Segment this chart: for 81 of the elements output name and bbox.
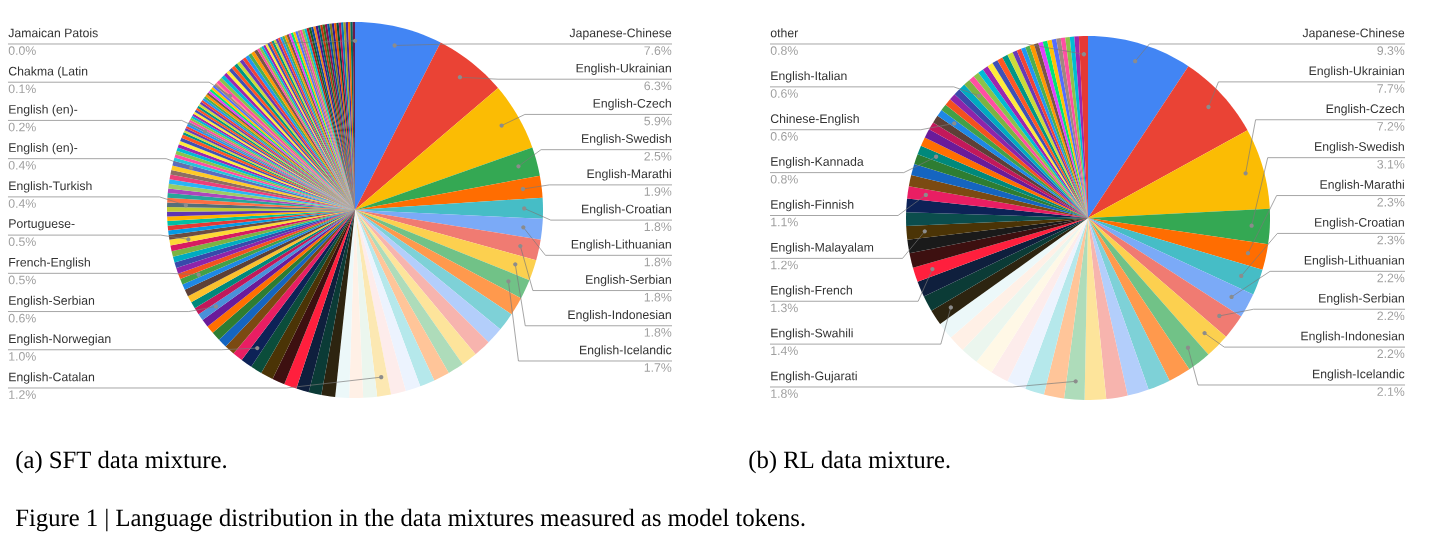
slice-label: English-Marathi — [587, 169, 671, 181]
slice-label: English-Finnish — [771, 199, 854, 212]
data-label: 1.2% — [771, 260, 798, 270]
slice-label: Japanese-Chinese — [569, 28, 672, 40]
slice-label: English-Gujarati — [771, 371, 857, 383]
slice-label: English-Czech — [593, 98, 671, 111]
data-label: 1.8% — [644, 257, 672, 267]
data-label: 1.8% — [644, 222, 672, 232]
data-label: 0.6% — [770, 132, 798, 141]
data-label: 1.2% — [9, 390, 36, 399]
data-label: 5.9% — [644, 116, 672, 126]
data-label: 1.8% — [771, 389, 798, 398]
slice-label: English-Indonesian — [568, 310, 671, 322]
slice-label: English-Serbian — [9, 295, 95, 308]
data-label: 0.8% — [770, 174, 798, 184]
slice-label: English-Norwegian — [9, 334, 111, 346]
data-label: 7.6% — [644, 46, 672, 55]
caption: Figure 1 | Language distribution in the data mixtures measured as model tokens. — [15, 508, 805, 532]
text: 0.0% — [8, 46, 36, 55]
data-label: 2.2% — [1377, 311, 1405, 321]
slice-label: English-Swedish — [582, 133, 671, 146]
data-label: 1.0% — [9, 352, 36, 361]
slice-label: Portuguese- — [9, 219, 75, 231]
slice-label: English-Lithuanian — [571, 239, 671, 252]
data-label: 1.4% — [771, 346, 798, 355]
data-label: 1.8% — [644, 328, 672, 337]
slice-label: English-Malayalam — [771, 242, 874, 255]
slice-label: English-Serbian — [1319, 293, 1404, 305]
data-label: 6.3% — [644, 81, 672, 91]
slice-label: Chakma (Latin — [8, 66, 88, 78]
slice-label: English-Ukrainian — [1309, 66, 1404, 78]
data-label: 7.7% — [1377, 84, 1405, 93]
data-label: 0.4% — [8, 199, 36, 208]
data-label: 0.8% — [770, 46, 798, 55]
text: (b) RL data mixture. — [749, 450, 950, 474]
slice-label: English-Italian — [771, 71, 847, 83]
data-label: 2.2% — [1377, 349, 1405, 358]
data-label: 0.5% — [8, 237, 36, 247]
category-label: Jamaican Patois — [8, 28, 98, 38]
slice-label: English-Lithuanian — [1304, 255, 1404, 268]
slice-label: Japanese-Chinese — [1302, 28, 1405, 40]
slice-label: English-Icelandic — [580, 345, 672, 357]
slice-label: English-Swedish — [1315, 141, 1404, 154]
slice-label: Chinese-English — [770, 114, 859, 126]
slice-label: French-English — [9, 257, 90, 270]
slice-label: English-Indonesian — [1301, 331, 1404, 343]
slice-label: English (en)- — [9, 104, 78, 117]
data-label: 7.2% — [1377, 122, 1405, 131]
slice-label: English (en)- — [9, 142, 78, 155]
data-label: 0.5% — [8, 275, 36, 285]
slice-label: other — [770, 28, 799, 38]
data-label: 2.5% — [644, 151, 672, 161]
data-label: 1.7% — [644, 363, 672, 372]
data-label: 1.3% — [771, 303, 798, 313]
slice-label: English-Icelandic — [1313, 369, 1405, 381]
slice-label: English-Marathi — [1320, 179, 1404, 192]
data-label: 0.6% — [770, 89, 798, 98]
data-label: 2.3% — [1377, 197, 1405, 207]
data-label: 1.9% — [644, 187, 672, 196]
data-label: 0.1% — [8, 84, 36, 94]
data-label: 1.1% — [771, 217, 798, 227]
slice-label: English-Croatian — [1315, 217, 1404, 230]
slice-label: English-Turkish — [9, 181, 92, 193]
slice-label: English-Swahili — [771, 328, 853, 340]
data-label: 2.3% — [1377, 235, 1405, 245]
data-label: 2.2% — [1377, 273, 1405, 283]
data-label: 0.6% — [8, 313, 36, 323]
slice-label: English-Czech — [1326, 104, 1404, 116]
data-label: 3.1% — [1377, 159, 1405, 169]
slice-label: English-Catalan — [9, 372, 95, 384]
slice-label: English-Serbian — [586, 274, 671, 287]
data-label: 0.2% — [8, 122, 36, 132]
data-label: 2.1% — [1377, 387, 1405, 396]
slice-label: English-French — [771, 285, 852, 297]
data-label: 0.4% — [8, 160, 36, 170]
slice-label: English-Ukrainian — [576, 63, 671, 75]
text: (a) SFT data mixture. — [16, 450, 227, 474]
data-label: 9.3% — [1377, 46, 1405, 55]
slice-label: English-Croatian — [582, 204, 671, 216]
slice-label: English-Kannada — [771, 156, 864, 169]
data-label: 1.8% — [644, 292, 672, 302]
